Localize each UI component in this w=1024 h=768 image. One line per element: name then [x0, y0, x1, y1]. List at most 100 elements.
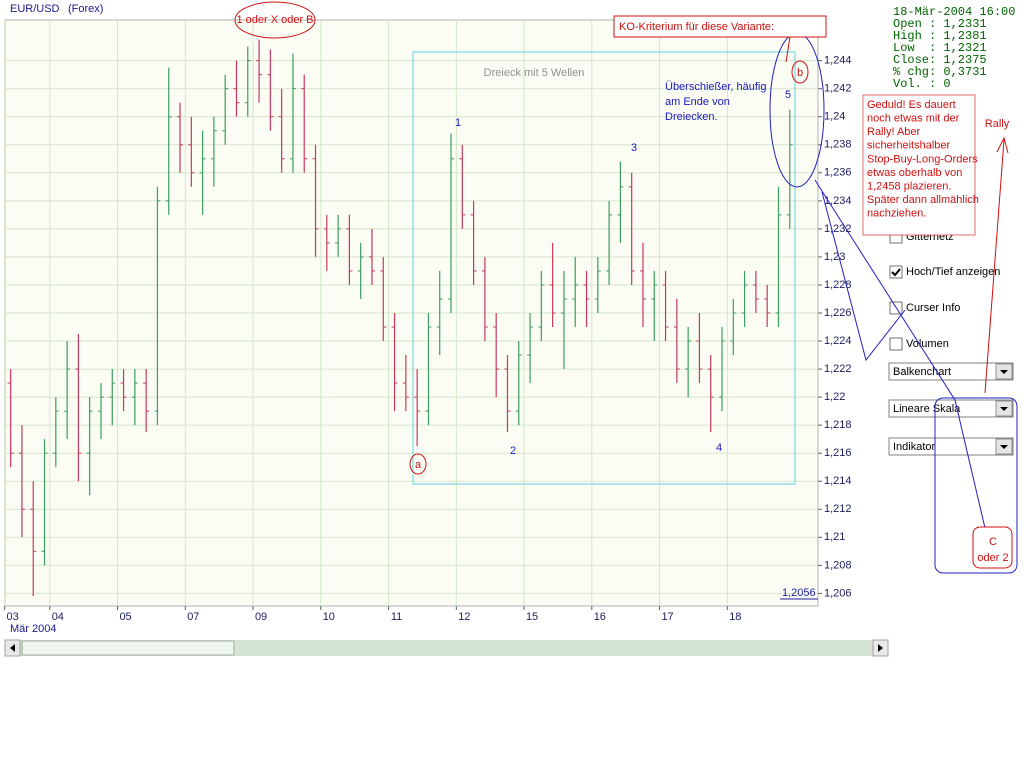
ko-box [613, 15, 827, 38]
check-mark [891, 268, 901, 277]
annotation-circle [409, 453, 427, 475]
note-line: etwas oberhalb von [867, 167, 962, 179]
y-tick-label: 1,222 [824, 363, 852, 375]
wave-label: 3 [631, 142, 637, 154]
dropdown[interactable] [888, 399, 1014, 418]
note-box [862, 94, 976, 236]
x-tick-label: 12 [458, 611, 470, 623]
y-tick-label: 1,232 [824, 223, 852, 235]
y-tick-label: 1,23 [824, 251, 845, 263]
x-tick-label: 10 [323, 611, 335, 623]
triangle-label: Dreieck mit 5 Wellen [484, 67, 585, 79]
dropdown-label: Lineare Skala [893, 403, 961, 415]
info-line: Vol. : 0 [893, 77, 951, 91]
y-tick-label: 1,238 [824, 139, 852, 151]
wave-label: 2 [510, 445, 516, 457]
x-tick-label: 05 [119, 611, 131, 623]
note-line: sicherheitshalber [867, 140, 950, 152]
y-tick-label: 1,218 [824, 419, 852, 431]
c-region [934, 397, 1018, 574]
wave-label: 5 [785, 89, 791, 101]
c-text: C [989, 536, 997, 548]
x-tick-label: 18 [729, 611, 741, 623]
y-tick-label: 1,24 [824, 111, 845, 123]
dropdown-label: Indikator [893, 441, 936, 453]
annotation-ellipse [234, 1, 316, 39]
grid [4, 20, 818, 606]
y-tick-label: 1,21 [824, 531, 845, 543]
note-line: Später dann allmählich [867, 194, 979, 206]
arrow-icon [1000, 370, 1008, 374]
note-line: Geduld! Es dauert [867, 99, 956, 111]
triangle-box [412, 51, 796, 485]
annotation-circle [791, 60, 809, 84]
annotation-text: Überschießer, häufig [665, 81, 767, 93]
blue-line [821, 191, 906, 362]
y-tick-label: 1,228 [824, 279, 852, 291]
info-line: Open : 1,2331 [893, 17, 987, 31]
dropdown-label: Balkenchart [893, 366, 951, 378]
annotation-text: a [415, 459, 422, 471]
y-tick-label: 1,214 [824, 475, 852, 487]
x-tick-label: 09 [255, 611, 267, 623]
y-tick-label: 1,216 [824, 447, 852, 459]
checkbox-label: Curser Info [906, 302, 960, 314]
note-line: 1,2458 plazieren. [867, 181, 951, 193]
y-tick-label: 1,206 [824, 587, 852, 599]
checkbox-label: Volumen [906, 338, 949, 350]
x-axis-label: Mär 2004 [10, 623, 56, 635]
arrow-icon [10, 644, 15, 652]
x-tick-label: 15 [526, 611, 538, 623]
c-text: oder 2 [977, 552, 1008, 564]
arrow-icon [878, 644, 883, 652]
info-line: Close: 1,2375 [893, 53, 987, 67]
checkbox-label: Hoch/Tief anzeigen [906, 266, 1000, 278]
scroll-thumb[interactable] [21, 640, 235, 656]
connector [785, 36, 791, 63]
wave-label: 4 [716, 442, 722, 454]
annotation-text: Dreiecken. [665, 111, 718, 123]
info-line: 18-Mär-2004 16:00 [893, 5, 1015, 19]
dropdown[interactable] [888, 362, 1014, 381]
x-tick-label: 07 [187, 611, 199, 623]
arrow-head [996, 136, 1009, 154]
x-tick-label: 16 [594, 611, 606, 623]
y-tick-label: 1,234 [824, 195, 852, 207]
note-line: Stop-Buy-Long-Orders [867, 153, 978, 165]
x-tick-label: 17 [661, 611, 673, 623]
info-line: % chg: 0,3731 [893, 65, 987, 79]
checkbox[interactable] [889, 337, 903, 351]
x-tick-label: 04 [52, 611, 64, 623]
annotation-text: b [797, 67, 803, 79]
info-line: Low : 1,2321 [893, 41, 987, 55]
y-tick-label: 1,236 [824, 167, 852, 179]
bars [7, 39, 793, 597]
low-marker-label: 1,2056 [782, 587, 816, 599]
wave-label: 1 [455, 117, 461, 129]
dropdown[interactable] [888, 437, 1014, 456]
y-tick-label: 1,208 [824, 559, 852, 571]
x-tick-label: 11 [391, 611, 402, 623]
axes: 1,206 1,208 1,21 1,212 1,214 1,216 1,218 1,22 1,… [4, 20, 852, 623]
checkbox[interactable] [889, 265, 903, 279]
note-line: noch etwas mit der [867, 113, 960, 125]
y-tick-label: 1,22 [824, 391, 845, 403]
note: Geduld! Es dauert noch etwas mit derRally… [867, 99, 979, 220]
rally-arrow [984, 139, 1005, 394]
y-tick-label: 1,224 [824, 335, 852, 347]
info-line: High : 1,2381 [893, 29, 987, 43]
blue-line [814, 179, 986, 529]
note-line: nachziehen. [867, 208, 926, 220]
rally-label: Rally [985, 118, 1010, 130]
annotation-text: am Ende von [665, 96, 730, 108]
y-tick-label: 1,244 [824, 55, 852, 67]
chart-title: EUR/USD [10, 3, 60, 15]
annotation-text: 1 oder X oder B [236, 14, 313, 26]
y-tick-label: 1,226 [824, 307, 852, 319]
c-box [972, 526, 1013, 569]
x-tick-label: 03 [7, 611, 19, 623]
arrow-icon [1000, 445, 1008, 449]
